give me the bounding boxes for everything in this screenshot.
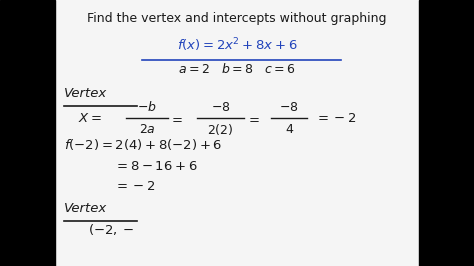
Text: $-b$: $-b$	[137, 100, 157, 114]
Text: Vertex: Vertex	[64, 87, 107, 99]
Text: $a=2 \quad b=8 \quad c=6$: $a=2 \quad b=8 \quad c=6$	[178, 62, 296, 76]
Text: $f(x) = 2x^2+ 8x +6$: $f(x) = 2x^2+ 8x +6$	[177, 36, 297, 54]
Text: $= 8-16+6$: $= 8-16+6$	[114, 160, 197, 173]
Text: $(-2, -$: $(-2, -$	[88, 222, 134, 237]
Text: $= -2$: $= -2$	[315, 112, 357, 125]
Text: $-8$: $-8$	[279, 101, 299, 114]
Text: $= -2$: $= -2$	[114, 180, 155, 193]
Text: $2a$: $2a$	[138, 123, 155, 136]
Text: $=$: $=$	[169, 112, 183, 125]
Text: $2(2)$: $2(2)$	[207, 122, 234, 137]
Text: $4$: $4$	[284, 123, 294, 136]
Text: $X=$: $X=$	[78, 112, 102, 125]
Text: $f(-2)= 2(4)+8(-2)+6$: $f(-2)= 2(4)+8(-2)+6$	[64, 138, 222, 152]
Text: $-8$: $-8$	[210, 101, 230, 114]
Bar	[0, 0, 55, 266]
Text: $=$: $=$	[246, 112, 260, 125]
Bar	[419, 0, 474, 266]
Text: Find the vertex and intercepts without graphing: Find the vertex and intercepts without g…	[87, 12, 387, 25]
Text: Vertex: Vertex	[64, 202, 107, 214]
